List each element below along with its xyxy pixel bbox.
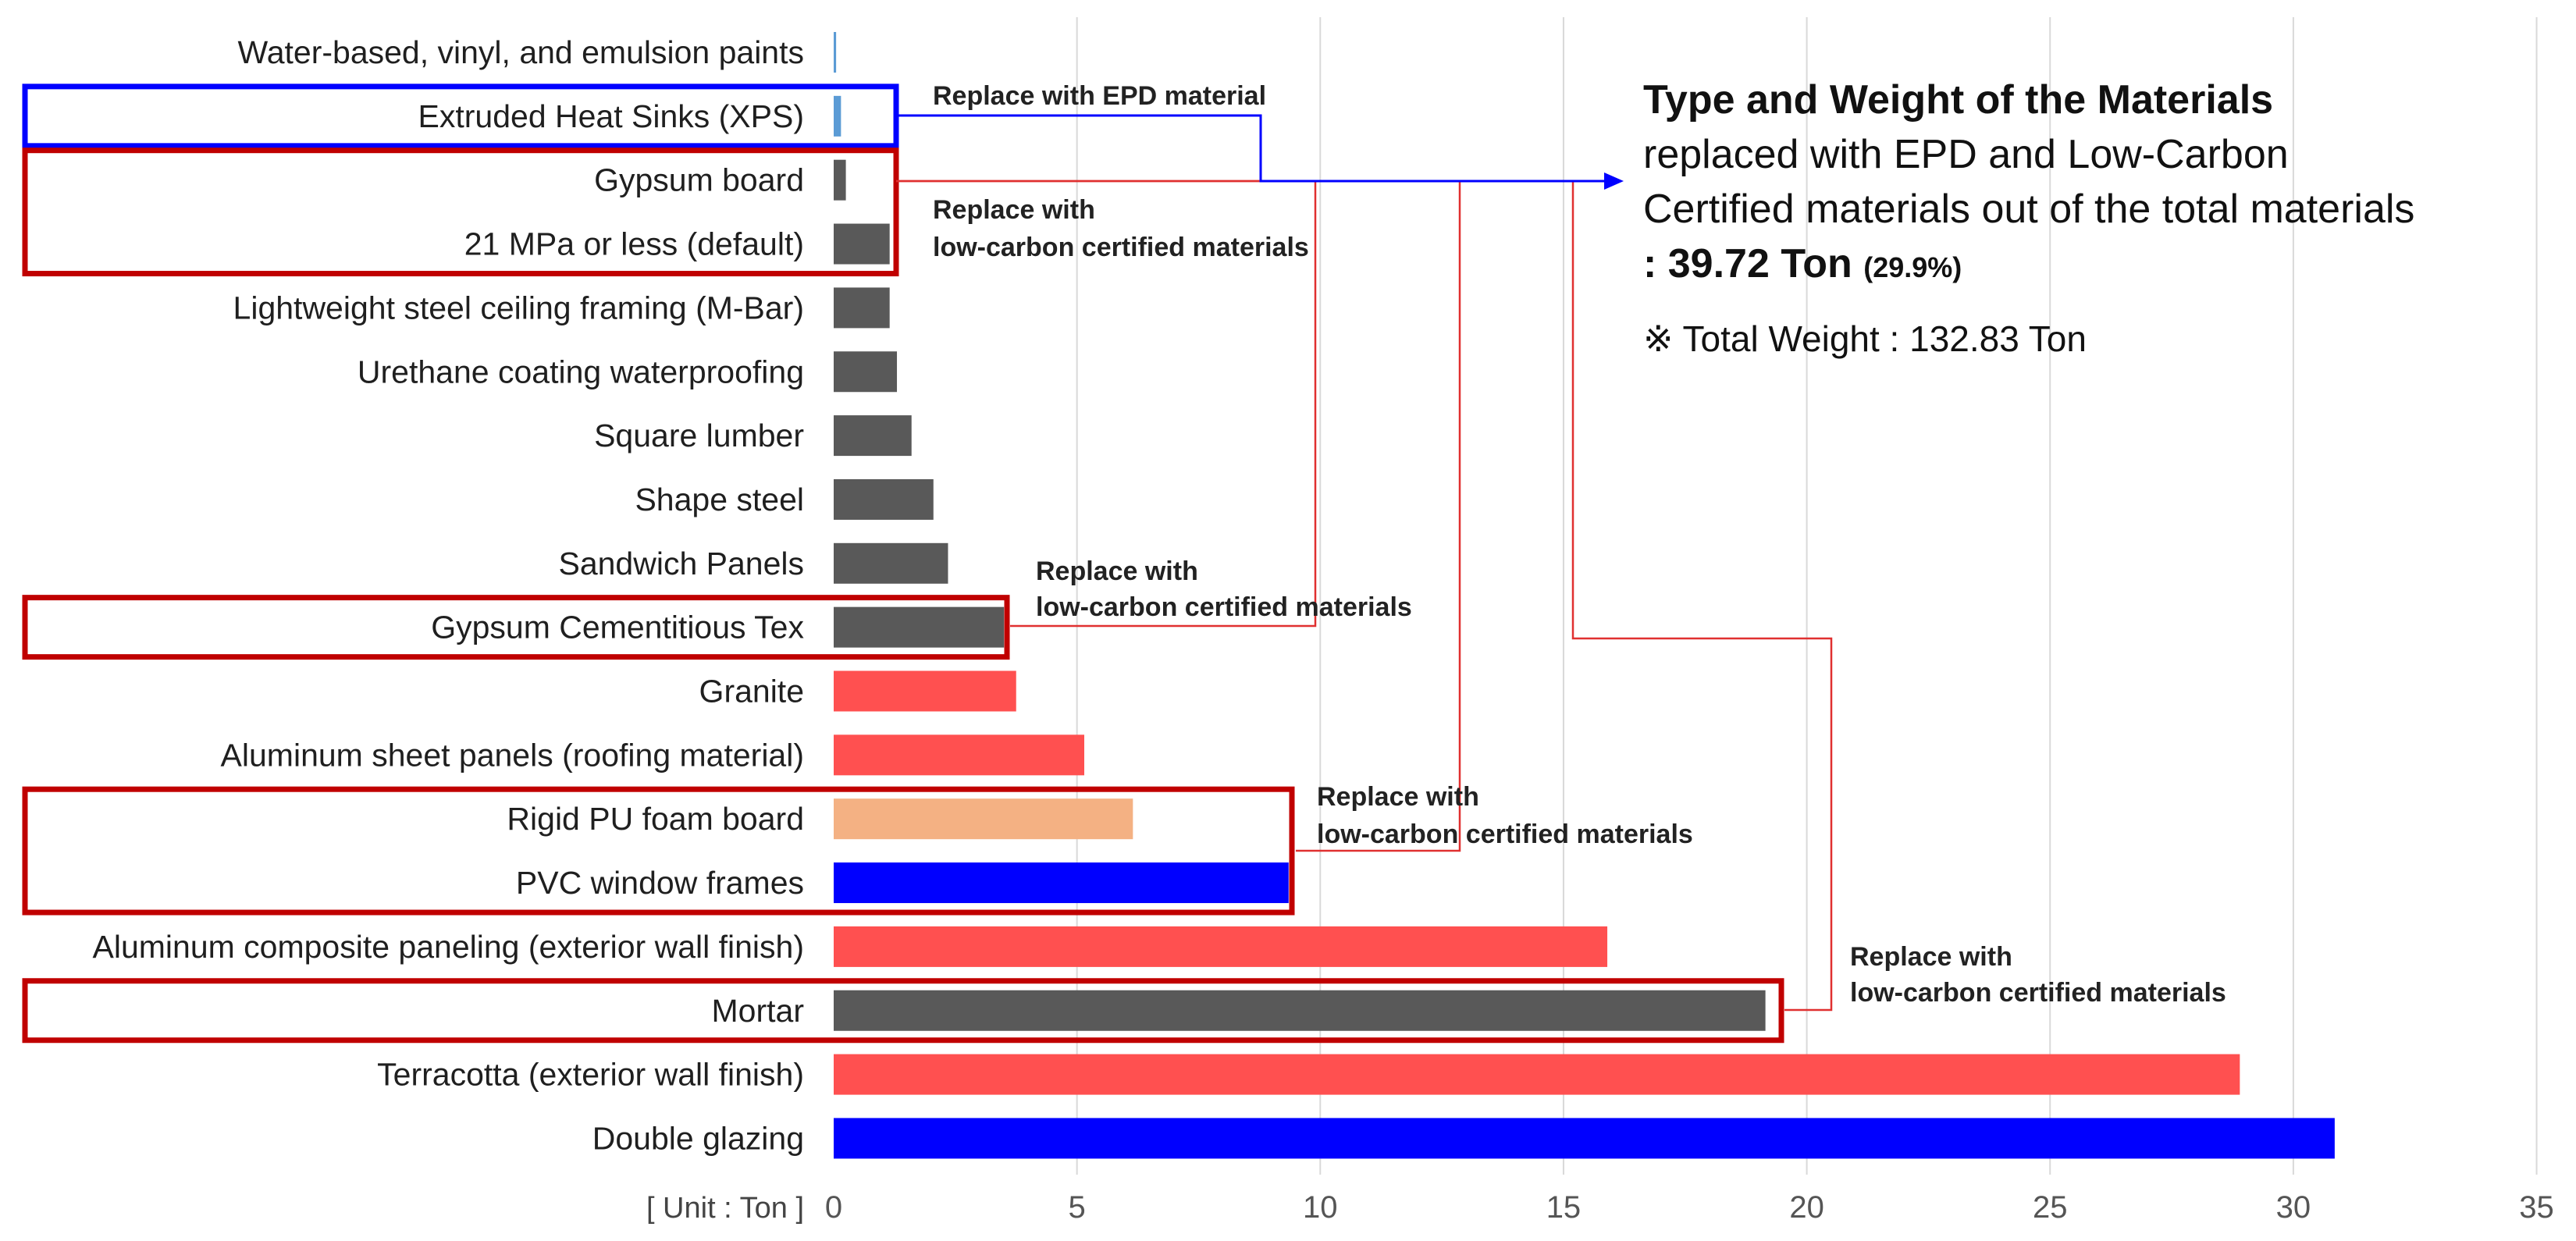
category-label: Aluminum sheet panels (roofing material) [221, 737, 804, 773]
bar [834, 415, 912, 457]
bar [834, 606, 1005, 648]
x-tick-label: 5 [1069, 1190, 1086, 1225]
category-label: Granite [699, 674, 804, 709]
annotation-group2-line1: Replace with [1036, 556, 1198, 586]
category-label: Water-based, vinyl, and emulsion paints [238, 34, 804, 70]
bar-layer [834, 32, 2335, 1159]
x-tick-label: 0 [825, 1190, 842, 1225]
annotation-group4-line2: low-carbon certified materials [1850, 978, 2226, 1008]
chart-title-line3: Certified materials out of the total mat… [1643, 187, 2414, 232]
bar [834, 32, 837, 73]
total-replaced: : 39.72 Ton (29.9%) [1643, 241, 1962, 286]
category-label: Urethane coating waterproofing [358, 354, 804, 389]
category-label-layer: Water-based, vinyl, and emulsion paints E… [93, 34, 805, 1156]
annotation-group3-line1: Replace with [1317, 782, 1479, 812]
x-tick-label: 10 [1303, 1190, 1338, 1225]
arrow-head-icon [1604, 172, 1624, 190]
x-tick-label: 15 [1546, 1190, 1582, 1225]
lowcarbon-box-2 [22, 595, 1010, 660]
category-label: Gypsum Cementitious Tex [431, 610, 804, 645]
bar [834, 1118, 2335, 1159]
bar [834, 1054, 2240, 1095]
lowcarbon-box-4 [22, 978, 1784, 1044]
grid-layer [1076, 17, 2538, 1175]
annotation-group1-line1: Replace with [933, 195, 1095, 225]
chart-title-line2: replaced with EPD and Low-Carbon [1643, 132, 2289, 177]
x-tick-label: 30 [2276, 1190, 2311, 1225]
bar [834, 990, 1766, 1031]
bar [834, 862, 1289, 904]
connector-red-4 [1571, 181, 1833, 1012]
bar [834, 159, 846, 201]
total-replaced-value: : 39.72 Ton [1643, 241, 1852, 286]
category-label: 21 MPa or less (default) [464, 226, 804, 262]
category-label: Gypsum board [594, 162, 804, 198]
chart-title: Type and Weight of the Materials [1643, 77, 2273, 123]
bar [834, 670, 1016, 712]
category-label: PVC window frames [516, 865, 804, 901]
x-tick-label: 20 [1789, 1190, 1824, 1225]
category-label: Aluminum composite paneling (exterior wa… [93, 929, 805, 965]
category-label: Extruded Heat Sinks (XPS) [418, 98, 804, 134]
connector-red-2 [896, 180, 1317, 628]
total-weight: ※ Total Weight : 132.83 Ton [1643, 318, 2087, 359]
connector-epd [896, 114, 1606, 183]
unit-label: [ Unit : Ton ] [646, 1192, 804, 1225]
category-label: Lightweight steel ceiling framing (M-Bar… [233, 290, 804, 325]
category-label: Sandwich Panels [558, 546, 804, 581]
bar [834, 95, 841, 137]
x-tick-label: 25 [2033, 1190, 2068, 1225]
lowcarbon-box-3 [22, 786, 1295, 916]
category-label: Mortar [712, 993, 804, 1029]
bar [834, 542, 948, 584]
category-label: Shape steel [635, 482, 804, 517]
category-label: Double glazing [592, 1120, 804, 1156]
bar [834, 926, 1608, 967]
category-label: Square lumber [594, 418, 804, 453]
bar [834, 478, 934, 520]
annotation-group4-line1: Replace with [1850, 942, 2012, 972]
bar [834, 287, 890, 329]
x-tick-layer: 0 5 10 15 20 25 30 35 [825, 1190, 2554, 1225]
bar [834, 351, 898, 393]
annotation-epd: Replace with EPD material [933, 81, 1266, 111]
bar [834, 798, 1133, 840]
annotation-group3-line2: low-carbon certified materials [1317, 820, 1693, 849]
bar [834, 734, 1084, 776]
category-label: Rigid PU foam board [507, 801, 804, 837]
x-tick-label: 35 [2519, 1190, 2554, 1225]
lowcarbon-box-1 [22, 148, 899, 277]
annotation-group1-line2: low-carbon certified materials [933, 233, 1309, 262]
connector-red-3 [1296, 181, 1461, 852]
annotation-group2-line2: low-carbon certified materials [1036, 592, 1412, 622]
connector-layer [896, 114, 1833, 1012]
total-replaced-percent: (29.9%) [1863, 251, 1962, 283]
category-label: Terracotta (exterior wall finish) [377, 1057, 804, 1093]
bar [834, 223, 890, 265]
